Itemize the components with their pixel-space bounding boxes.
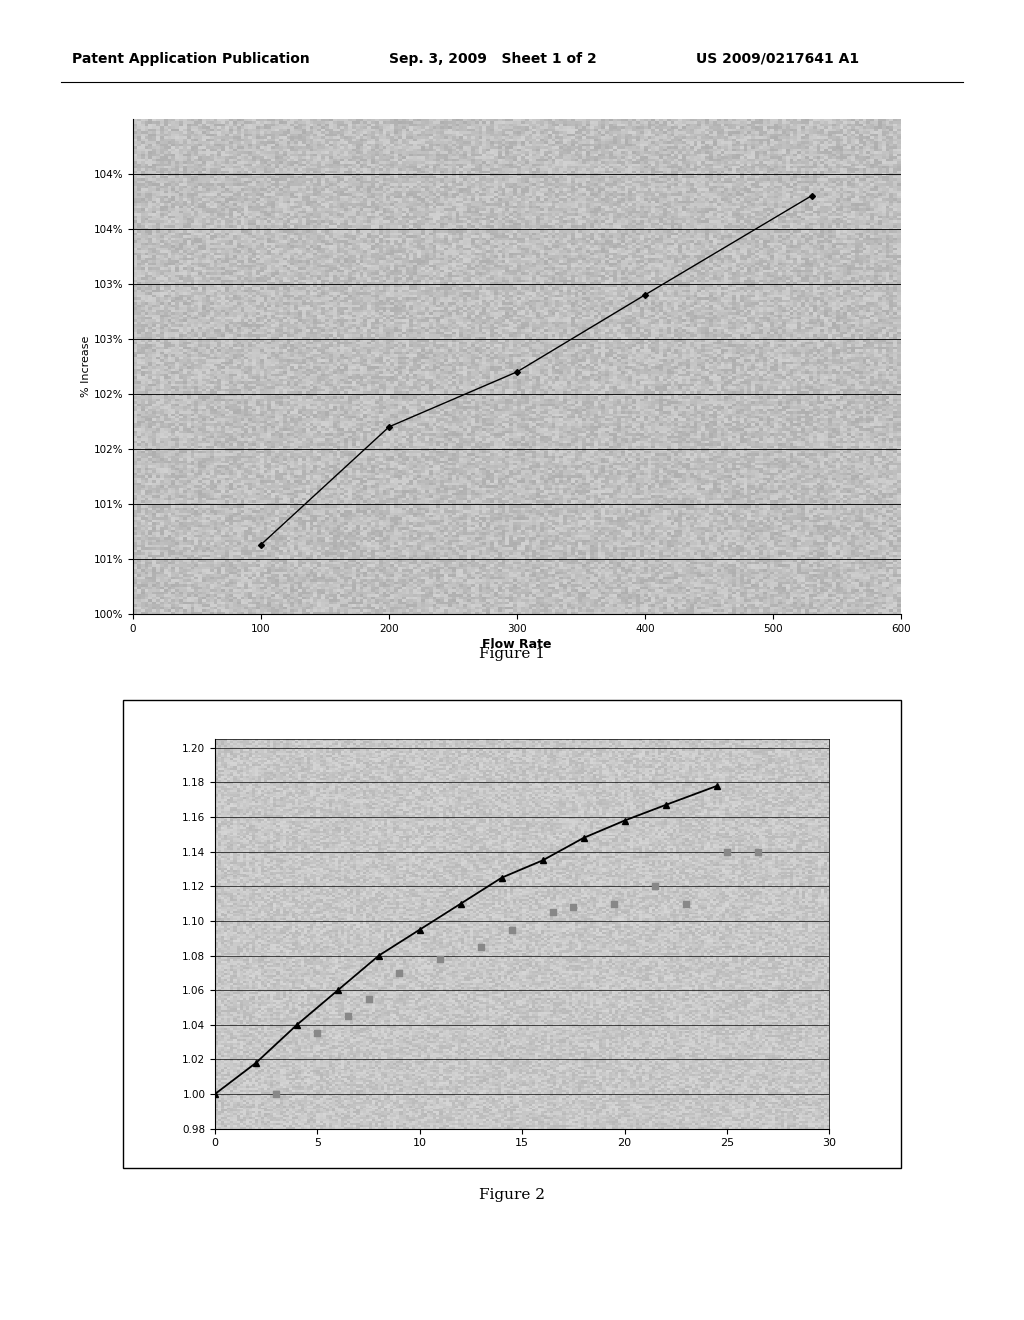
Point xyxy=(606,894,623,915)
Point xyxy=(504,919,520,940)
Text: Figure 2: Figure 2 xyxy=(479,1188,545,1203)
Point xyxy=(545,902,561,923)
Point xyxy=(391,962,408,983)
Point xyxy=(432,949,449,970)
Point xyxy=(340,1006,356,1027)
Point xyxy=(647,875,664,896)
Point xyxy=(309,1023,326,1044)
Text: Sep. 3, 2009   Sheet 1 of 2: Sep. 3, 2009 Sheet 1 of 2 xyxy=(389,51,597,66)
Point xyxy=(750,841,766,862)
Point xyxy=(719,841,735,862)
X-axis label: Flow Rate: Flow Rate xyxy=(482,638,552,651)
Text: Figure 1: Figure 1 xyxy=(479,647,545,661)
Point xyxy=(268,1084,285,1105)
Point xyxy=(565,896,582,917)
Text: US 2009/0217641 A1: US 2009/0217641 A1 xyxy=(696,51,859,66)
Text: Patent Application Publication: Patent Application Publication xyxy=(72,51,309,66)
Point xyxy=(473,936,489,957)
Y-axis label: % Increase: % Increase xyxy=(81,335,91,397)
Point xyxy=(678,894,694,915)
Point xyxy=(360,989,377,1010)
